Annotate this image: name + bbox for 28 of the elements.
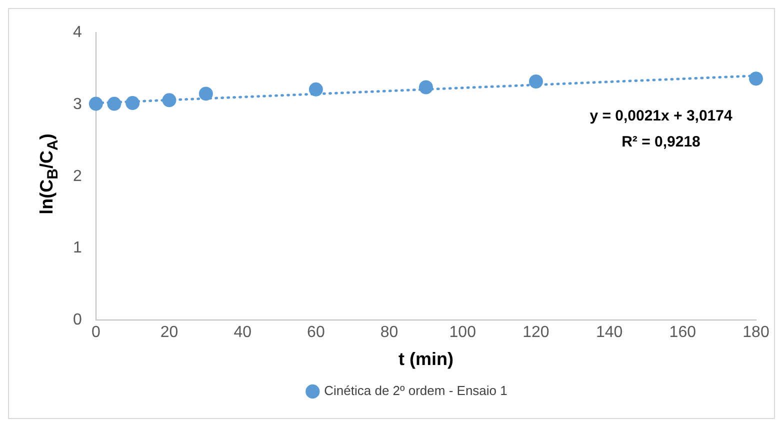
point bbox=[308, 82, 323, 96]
x-tick-label: 100 bbox=[449, 324, 476, 342]
x-tick-label: 0 bbox=[91, 324, 100, 342]
y-tick-label: 1 bbox=[72, 240, 82, 257]
point bbox=[528, 74, 543, 88]
x-tick-label: 140 bbox=[596, 324, 623, 342]
y-tick-label: 3 bbox=[72, 96, 82, 113]
y-tick-label: 4 bbox=[72, 24, 82, 42]
x-tick-label: 120 bbox=[522, 324, 550, 342]
annotation: R² = 0,9218 bbox=[622, 134, 700, 151]
x-tick-label: 80 bbox=[380, 324, 398, 342]
x-tick-label: 40 bbox=[234, 324, 252, 342]
point bbox=[418, 80, 433, 94]
annotation: y = 0,0021x + 3,0174 bbox=[590, 108, 733, 125]
point bbox=[88, 96, 103, 111]
legend-label: Cinética de 2º ordem - Ensaio 1 bbox=[324, 383, 508, 398]
point bbox=[107, 96, 122, 111]
x-tick-label: 160 bbox=[669, 324, 696, 342]
point bbox=[749, 72, 763, 86]
x-tick-label: 20 bbox=[160, 324, 178, 342]
y-tick-label: 2 bbox=[72, 168, 82, 185]
point bbox=[198, 86, 213, 101]
x-tick-label: 60 bbox=[307, 324, 325, 342]
point bbox=[162, 93, 176, 108]
x-tick-label: 180 bbox=[742, 324, 770, 342]
x-axis-title: t (min) bbox=[398, 349, 454, 370]
y-tick-label: 0 bbox=[72, 312, 82, 329]
point bbox=[126, 96, 140, 110]
